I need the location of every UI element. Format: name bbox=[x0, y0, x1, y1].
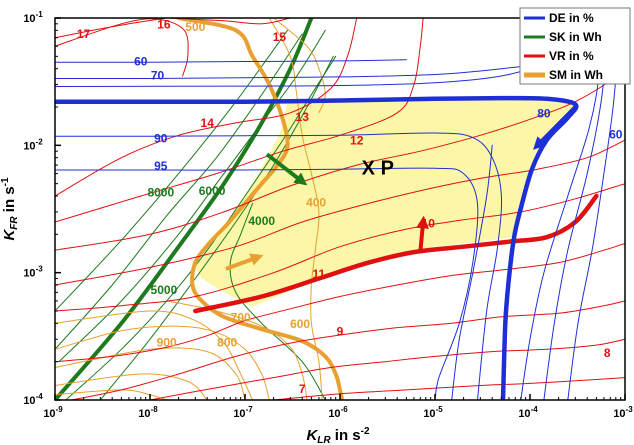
vr-contour-3 bbox=[55, 18, 358, 197]
y-axis-title: KFR in s-1 bbox=[0, 177, 20, 241]
de-contour-8 bbox=[543, 45, 608, 400]
x-tick-label-2: 10-7 bbox=[233, 405, 253, 420]
vr-contour-label-13: 8 bbox=[604, 346, 611, 360]
sm-contour-label-3: 700 bbox=[231, 310, 251, 324]
de-contour-7 bbox=[520, 55, 601, 400]
legend-box bbox=[519, 7, 631, 85]
sk-contour-6 bbox=[229, 202, 326, 400]
sm-contour-8 bbox=[55, 389, 168, 400]
sm-contour-label-5: 800 bbox=[217, 335, 237, 349]
plot-area bbox=[55, 18, 625, 400]
de-contour-label-9: 60 bbox=[609, 127, 623, 141]
sm-contour-label-4: 600 bbox=[290, 317, 310, 331]
y-tick-label-0: 10-4 bbox=[23, 392, 43, 407]
y-tick-label-3: 10-1 bbox=[23, 10, 43, 25]
de-contour-6 bbox=[451, 144, 493, 400]
vr-contour-5 bbox=[55, 55, 625, 251]
vr-contour-10 bbox=[71, 300, 625, 400]
sk-contour-3 bbox=[55, 33, 303, 350]
sm-contour-label-0: 500 bbox=[185, 20, 205, 34]
de-contour-4 bbox=[55, 132, 503, 400]
x-tick-label-4: 10-5 bbox=[423, 405, 443, 420]
direction-arrow-2 bbox=[416, 215, 429, 253]
de-contour-label-4: 90 bbox=[154, 131, 168, 145]
sk-contour-4 bbox=[99, 55, 334, 400]
vr-contour-11 bbox=[149, 338, 625, 400]
de-contour-label-3: 80 bbox=[537, 107, 551, 121]
legend-label-0: DE in % bbox=[549, 11, 594, 25]
legend: DE in % SK in Wh VR in % SM in Wh bbox=[519, 7, 631, 85]
x-tick-label-3: 10-6 bbox=[328, 405, 348, 420]
vr-contour-label-1: 16 bbox=[157, 17, 171, 31]
vr-contour-12 bbox=[273, 377, 625, 400]
de-contour-0 bbox=[55, 59, 407, 63]
sk-contour-1 bbox=[58, 29, 326, 363]
direction-arrow-3 bbox=[533, 105, 577, 150]
de-contour-9 bbox=[567, 45, 619, 400]
sm-contour-6 bbox=[55, 373, 208, 400]
vr-contour-9 bbox=[55, 242, 625, 363]
xp-marker-label: X P bbox=[362, 157, 394, 179]
vr-contour-0 bbox=[55, 18, 168, 39]
vr-contour-4 bbox=[55, 18, 424, 223]
sm-contour-1 bbox=[268, 18, 323, 400]
vr-contour-label-4: 13 bbox=[296, 110, 310, 124]
y-tick-label-1: 10-3 bbox=[23, 265, 43, 280]
de-contour-label-1: 70 bbox=[151, 68, 165, 82]
vr-contour-label-3: 14 bbox=[201, 116, 215, 130]
vr-contour-label-12: 7 bbox=[299, 382, 306, 396]
de-contour-5 bbox=[55, 167, 479, 400]
x-tick-label-1: 10-8 bbox=[138, 405, 158, 420]
vr-contour-2 bbox=[166, 18, 291, 25]
x-axis-title: KLR in s-2 bbox=[306, 426, 370, 445]
vr-contour-label-5: 12 bbox=[350, 133, 364, 147]
sm-contour-5 bbox=[55, 347, 246, 400]
de-contour-3 bbox=[55, 95, 579, 400]
feasible-region bbox=[195, 98, 576, 307]
vr-contour-label-2: 15 bbox=[273, 30, 287, 44]
de-contour-label-0: 60 bbox=[134, 54, 148, 68]
sm-contour-label-1: 400 bbox=[306, 196, 326, 210]
sm-contour-0 bbox=[176, 18, 344, 400]
legend-label-1: SK in Wh bbox=[549, 30, 602, 44]
vr-contour-1 bbox=[55, 18, 189, 77]
sm-contour-label-6: 900 bbox=[157, 335, 177, 349]
vr-contour-8 bbox=[55, 183, 625, 312]
direction-arrow-0 bbox=[265, 152, 308, 186]
y-tick-label-2: 10-2 bbox=[23, 137, 43, 152]
vr-contour-label-10: 9 bbox=[337, 324, 344, 338]
sk-contour-label-6: 4000 bbox=[248, 214, 275, 228]
de-contour-1 bbox=[55, 20, 597, 80]
legend-label-3: SM in Wh bbox=[549, 68, 603, 82]
sm-contour-4 bbox=[166, 300, 308, 400]
sk-contour-label-7: 5000 bbox=[151, 283, 178, 297]
vr-contour-7 bbox=[193, 193, 599, 314]
legend-label-2: VR in % bbox=[549, 49, 594, 63]
sm-contour-7 bbox=[55, 310, 253, 400]
sk-contour-label-2: 8000 bbox=[147, 185, 174, 199]
x-tick-label-5: 10-4 bbox=[518, 405, 538, 420]
sk-contour-5 bbox=[55, 18, 314, 400]
de-contour-label-5: 95 bbox=[154, 159, 168, 173]
x-tick-label-0: 10-9 bbox=[43, 405, 63, 420]
vr-contour-label-0: 17 bbox=[77, 27, 91, 41]
x-tick-label-6: 10-3 bbox=[613, 405, 633, 420]
direction-arrow-1 bbox=[225, 253, 264, 271]
vr-contour-6 bbox=[55, 139, 625, 286]
vr-contour-label-8: 11 bbox=[313, 267, 326, 281]
sk-contour-label-3: 6000 bbox=[199, 184, 226, 198]
